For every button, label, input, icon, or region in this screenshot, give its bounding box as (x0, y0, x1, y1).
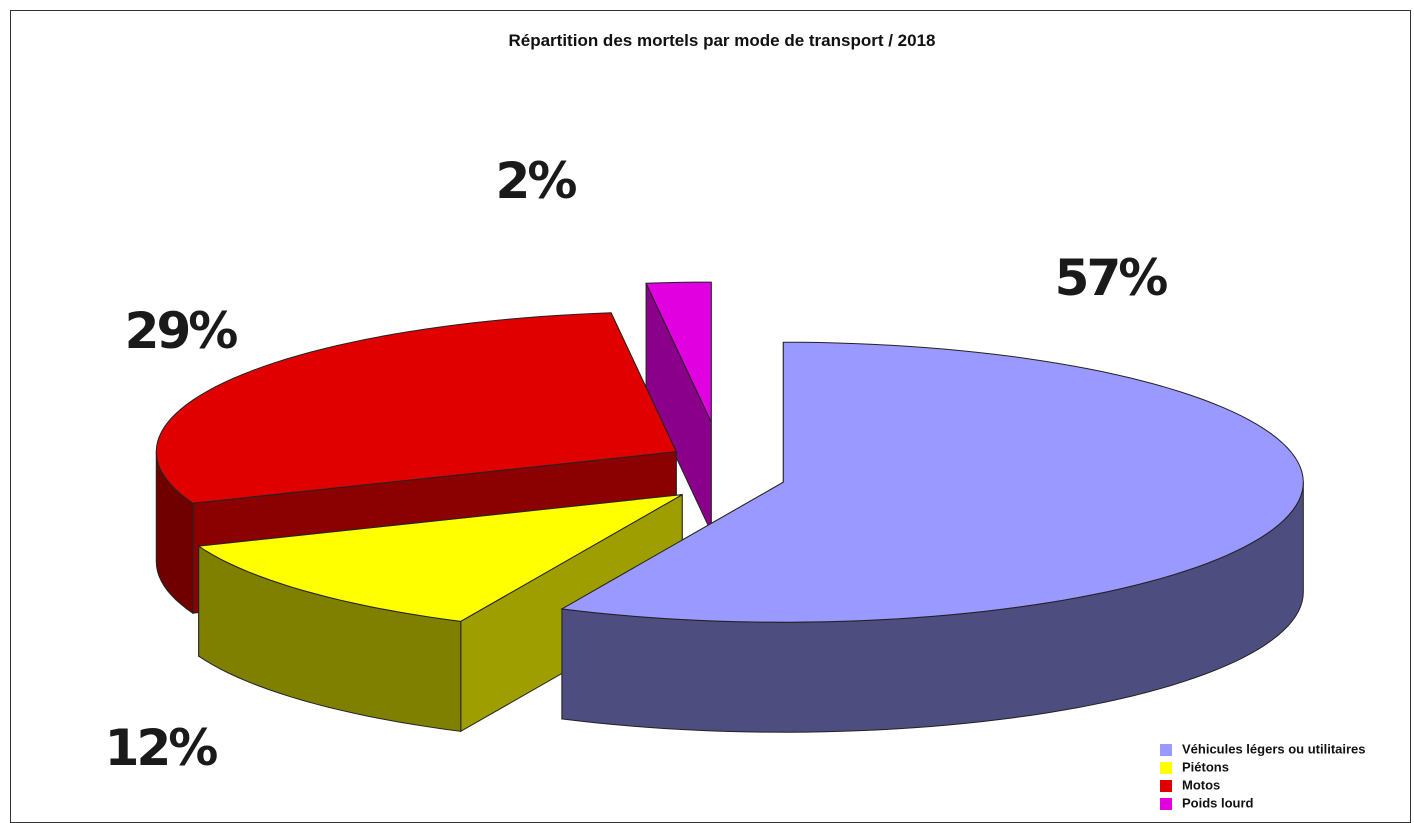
value-label: 2% (496, 152, 577, 210)
value-label: 57% (1055, 249, 1168, 307)
legend-label: Piétons (1182, 759, 1229, 774)
legend-swatch (1160, 798, 1172, 810)
chart: Répartition des mortels par mode de tran… (0, 0, 1414, 823)
value-label: 29% (125, 302, 238, 360)
legend-label: Véhicules légers ou utilitaires (1182, 741, 1366, 756)
legend-label: Motos (1182, 777, 1220, 792)
value-label: 12% (105, 719, 218, 777)
legend-swatch (1160, 744, 1172, 756)
legend-swatch (1160, 762, 1172, 774)
legend-swatch (1160, 780, 1172, 792)
chart-title: Répartition des mortels par mode de tran… (508, 31, 935, 50)
legend-label: Poids lourd (1182, 795, 1254, 810)
